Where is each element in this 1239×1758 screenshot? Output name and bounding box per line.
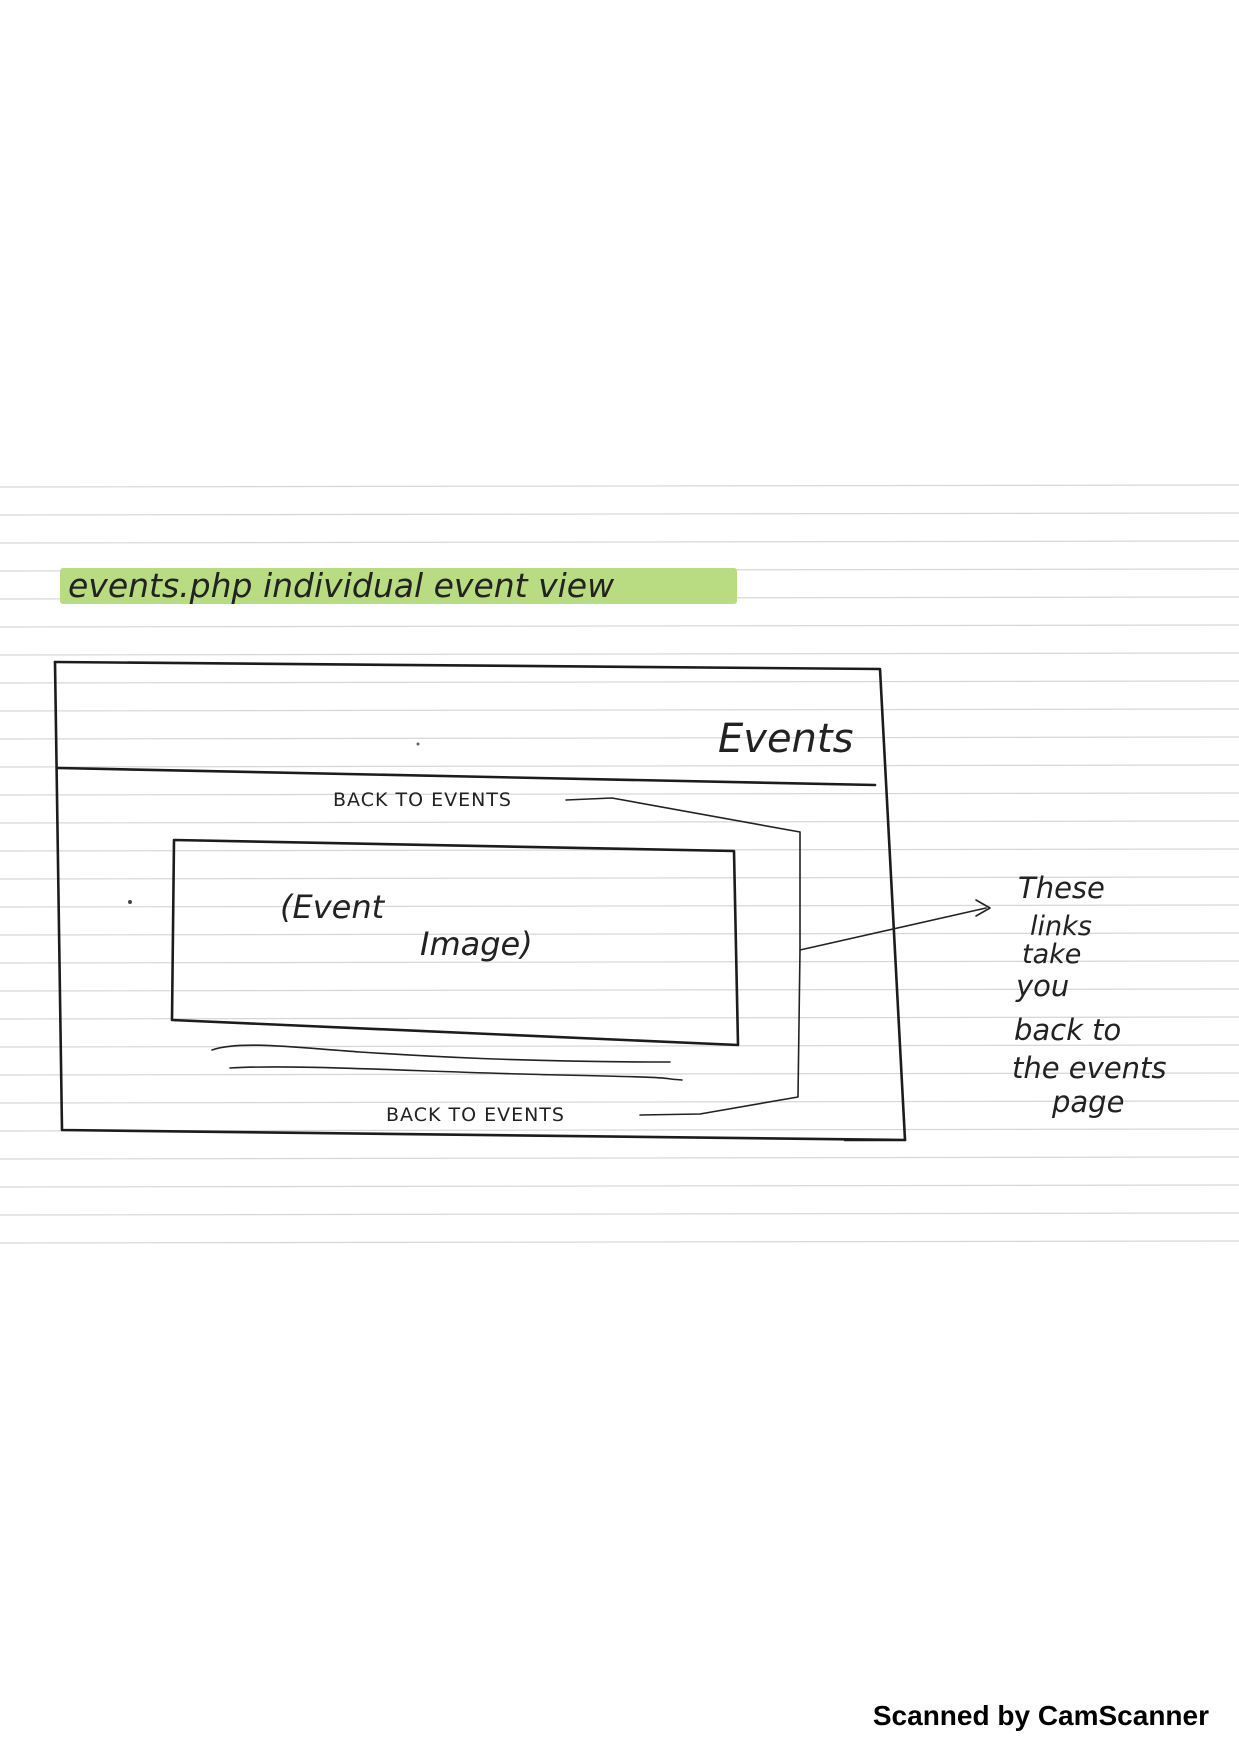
event-image-placeholder: (Event Image) [170, 838, 740, 1047]
event-image-label-line2: Image) [420, 925, 533, 963]
scan-speck [128, 900, 132, 904]
annotation-line-1: These [1018, 871, 1105, 905]
page-title-group: events.php individual event view [60, 566, 737, 605]
link-connector-lines [565, 797, 991, 1116]
annotation-line-4: you [1015, 969, 1069, 1003]
event-description-scribble [211, 1044, 683, 1081]
annotation-line-7: page [1051, 1085, 1124, 1119]
header-events-nav-link[interactable]: Events [718, 716, 853, 762]
back-to-events-link-bottom[interactable]: BACK TO EVENTS [386, 1104, 565, 1126]
title-highlight [60, 568, 737, 604]
back-to-events-link-top[interactable]: BACK TO EVENTS [333, 789, 512, 811]
annotation-line-2: links [1030, 911, 1092, 942]
page-frame [53, 660, 907, 1142]
annotation-note: These links take you back to the events … [1012, 871, 1167, 1119]
annotation-line-3: take [1022, 939, 1081, 970]
page-title: events.php individual event view [68, 566, 615, 605]
annotation-line-6: the events [1012, 1051, 1167, 1085]
annotation-line-5: back to [1014, 1013, 1121, 1047]
scan-speck [416, 742, 420, 746]
camscanner-watermark: Scanned by CamScanner [872, 1700, 1209, 1731]
event-image-label-line1: (Event [280, 888, 386, 926]
